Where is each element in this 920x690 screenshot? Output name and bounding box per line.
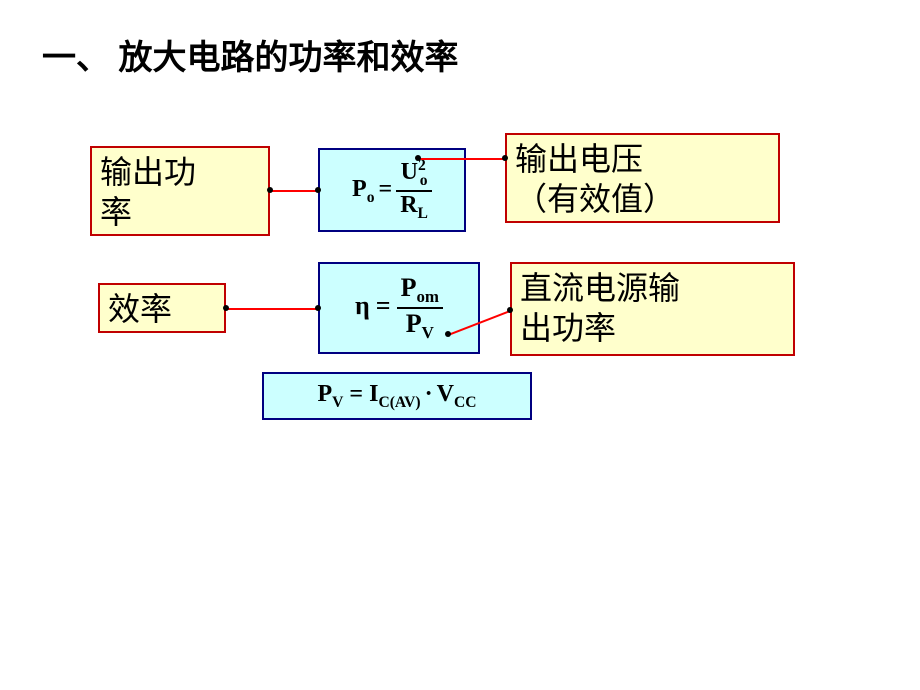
po-denominator: RL <box>396 192 432 223</box>
connector-endpoint-icon <box>445 331 451 337</box>
page-title: 一、 放大电路的功率和效率 <box>42 30 459 79</box>
formula-pv: PV=IC(AV)·VCC <box>262 372 532 420</box>
pv-lhs: PV <box>317 381 343 407</box>
eta-denominator: PV <box>397 309 443 343</box>
connector-endpoint-icon <box>223 305 229 311</box>
po-fraction: U2oRL <box>396 157 432 223</box>
connector-endpoint-icon <box>267 187 273 193</box>
connector-line <box>226 308 318 310</box>
output-power-label-line2: 率 <box>100 192 260 232</box>
formula-po-content: Po=U2oRL <box>352 157 432 223</box>
rms-voltage-label-line2: （有效值） <box>515 179 770 219</box>
eta-numerator: Pom <box>397 273 443 309</box>
connector-endpoint-icon <box>502 155 508 161</box>
connector-endpoint-icon <box>507 307 513 313</box>
connector-endpoint-icon <box>315 305 321 311</box>
equals-sign: = <box>370 291 397 320</box>
connector-line <box>418 158 505 160</box>
formula-pv-content: PV=IC(AV)·VCC <box>317 381 476 412</box>
equals-sign: = <box>375 176 397 202</box>
connector-endpoint-icon <box>415 155 421 161</box>
connector-endpoint-icon <box>315 187 321 193</box>
po-lhs: Po <box>352 176 374 202</box>
eta-fraction: PomPV <box>397 273 443 343</box>
output-power-label-line1: 输出功 <box>100 152 260 192</box>
formula-eta: η=PomPV <box>318 262 480 354</box>
pv-dot: · <box>421 381 437 407</box>
pv-term-v: VCC <box>437 381 477 407</box>
equals-sign: = <box>343 381 369 407</box>
formula-po: Po=U2oRL <box>318 148 466 232</box>
connector-line <box>270 190 318 192</box>
dc-power-label-line2: 出功率 <box>520 308 785 348</box>
pv-term-i: IC(AV) <box>369 381 421 407</box>
rms-voltage-label-line1: 输出电压 <box>515 139 770 179</box>
page-title-text: 一、 放大电路的功率和效率 <box>42 40 459 77</box>
rms-voltage-label: 输出电压（有效值） <box>505 133 780 223</box>
eta-lhs: η <box>355 291 370 320</box>
efficiency-label-line1: 效率 <box>108 289 216 329</box>
dc-power-label-line1: 直流电源输 <box>520 268 785 308</box>
output-power-label: 输出功率 <box>90 146 270 236</box>
formula-eta-content: η=PomPV <box>355 273 443 343</box>
efficiency-label: 效率 <box>98 283 226 333</box>
po-numerator: U2o <box>396 157 432 192</box>
dc-power-label: 直流电源输出功率 <box>510 262 795 356</box>
